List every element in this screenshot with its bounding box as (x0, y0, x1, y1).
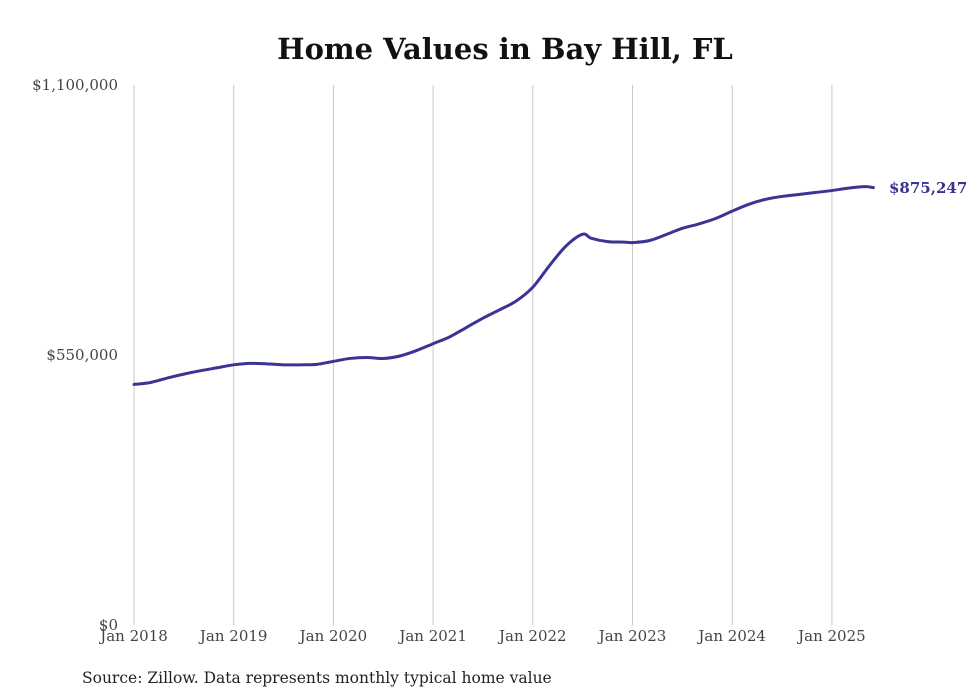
series-layer (132, 185, 875, 386)
series-line (132, 185, 875, 386)
x-tick-label: Jan 2024 (696, 627, 766, 645)
x-axis-tick-labels: Jan 2018 Jan 2019 Jan 2020 Jan 2021 Jan 2022… (98, 627, 865, 645)
x-tick-label: Jan 2018 (98, 627, 168, 645)
x-tick-label: Jan 2025 (796, 627, 866, 645)
x-tick-label: Jan 2020 (298, 627, 368, 645)
y-tick-label: $550,000 (46, 346, 118, 364)
x-tick-label: Jan 2022 (497, 627, 567, 645)
x-tick-label: Jan 2021 (397, 627, 467, 645)
data-points (134, 187, 874, 385)
y-axis-tick-labels: $0 $550,000 $1,100,000 (32, 76, 118, 634)
y-tick-label: $0 (99, 616, 118, 634)
source-note: Source: Zillow. Data represents monthly … (82, 669, 552, 687)
chart-title: Home Values in Bay Hill, FL (277, 32, 733, 66)
end-value-label: $875,247 (889, 179, 967, 197)
vertical-gridlines (133, 85, 833, 625)
x-tick-label: Jan 2023 (597, 627, 667, 645)
x-tick-label: Jan 2019 (198, 627, 268, 645)
y-tick-label: $1,100,000 (32, 76, 118, 94)
